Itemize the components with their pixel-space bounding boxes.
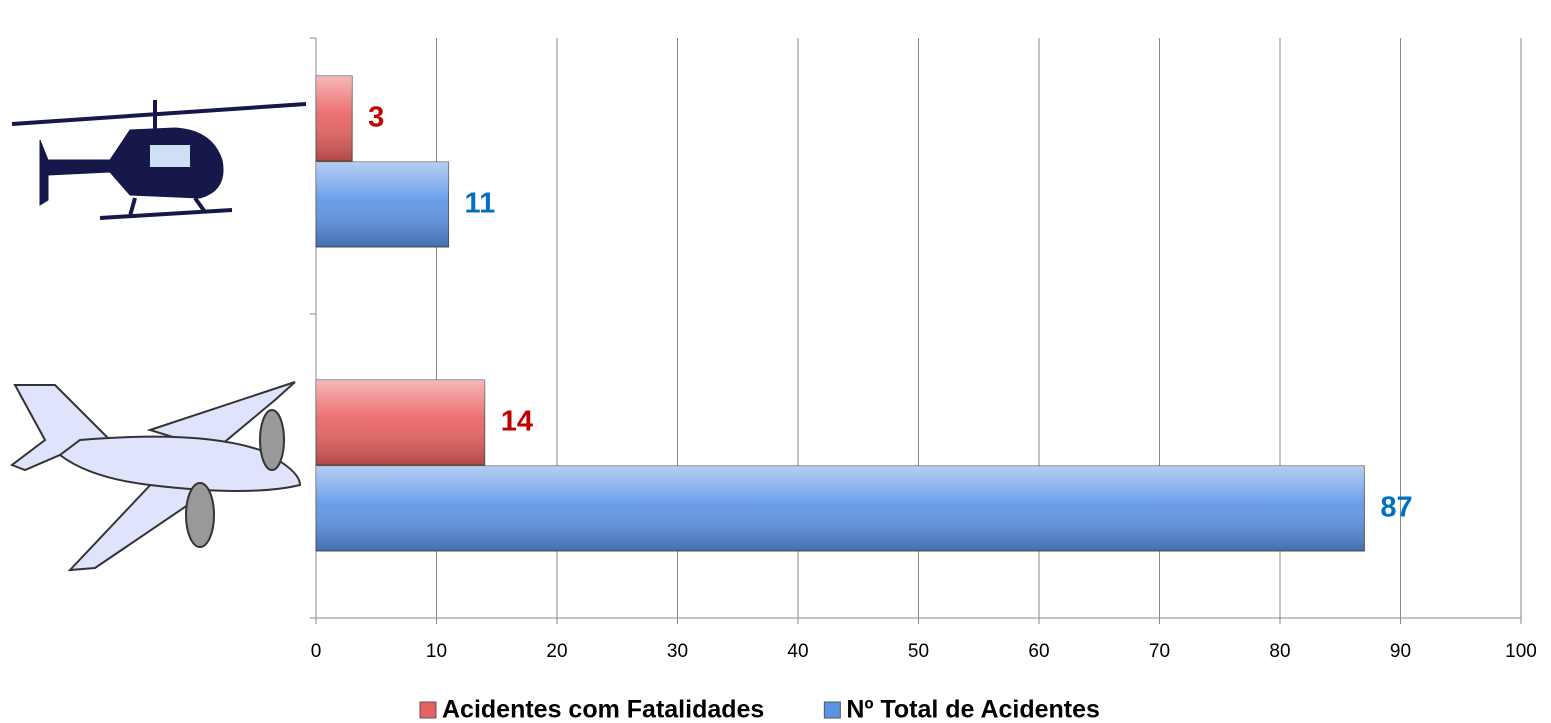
value-label: 14 (501, 406, 533, 438)
helicopter-icon (12, 100, 306, 218)
value-label: 3 (368, 102, 384, 134)
value-label: 87 (1380, 492, 1412, 524)
x-tick-label: 80 (1269, 641, 1290, 662)
x-tick-label: 70 (1149, 641, 1170, 662)
x-tick-label: 20 (546, 641, 567, 662)
legend-swatch (420, 702, 436, 718)
value-label: 11 (465, 188, 496, 220)
x-tick-label: 60 (1028, 641, 1049, 662)
x-tick-label: 30 (667, 641, 688, 662)
bar-shine (316, 466, 1364, 551)
chart: 0 10 20 30 40 50 60 70 80 90 100 3 11 14 87 Acidentes c… (0, 0, 1551, 723)
x-tick-label: 50 (908, 641, 929, 662)
legend-label: Nº Total de Acidentes (846, 696, 1100, 723)
airplane-icon (12, 382, 300, 570)
bar-shine (316, 380, 485, 465)
x-tick-label: 40 (787, 641, 808, 662)
bar-shine (316, 76, 352, 161)
legend-swatch (824, 702, 840, 718)
bar-shine (316, 162, 449, 247)
x-tick-label: 0 (311, 641, 322, 662)
legend-label: Acidentes com Fatalidades (442, 696, 764, 723)
x-tick-label: 10 (426, 641, 447, 662)
x-tick-label: 90 (1390, 641, 1411, 662)
x-tick-label: 100 (1505, 641, 1537, 662)
